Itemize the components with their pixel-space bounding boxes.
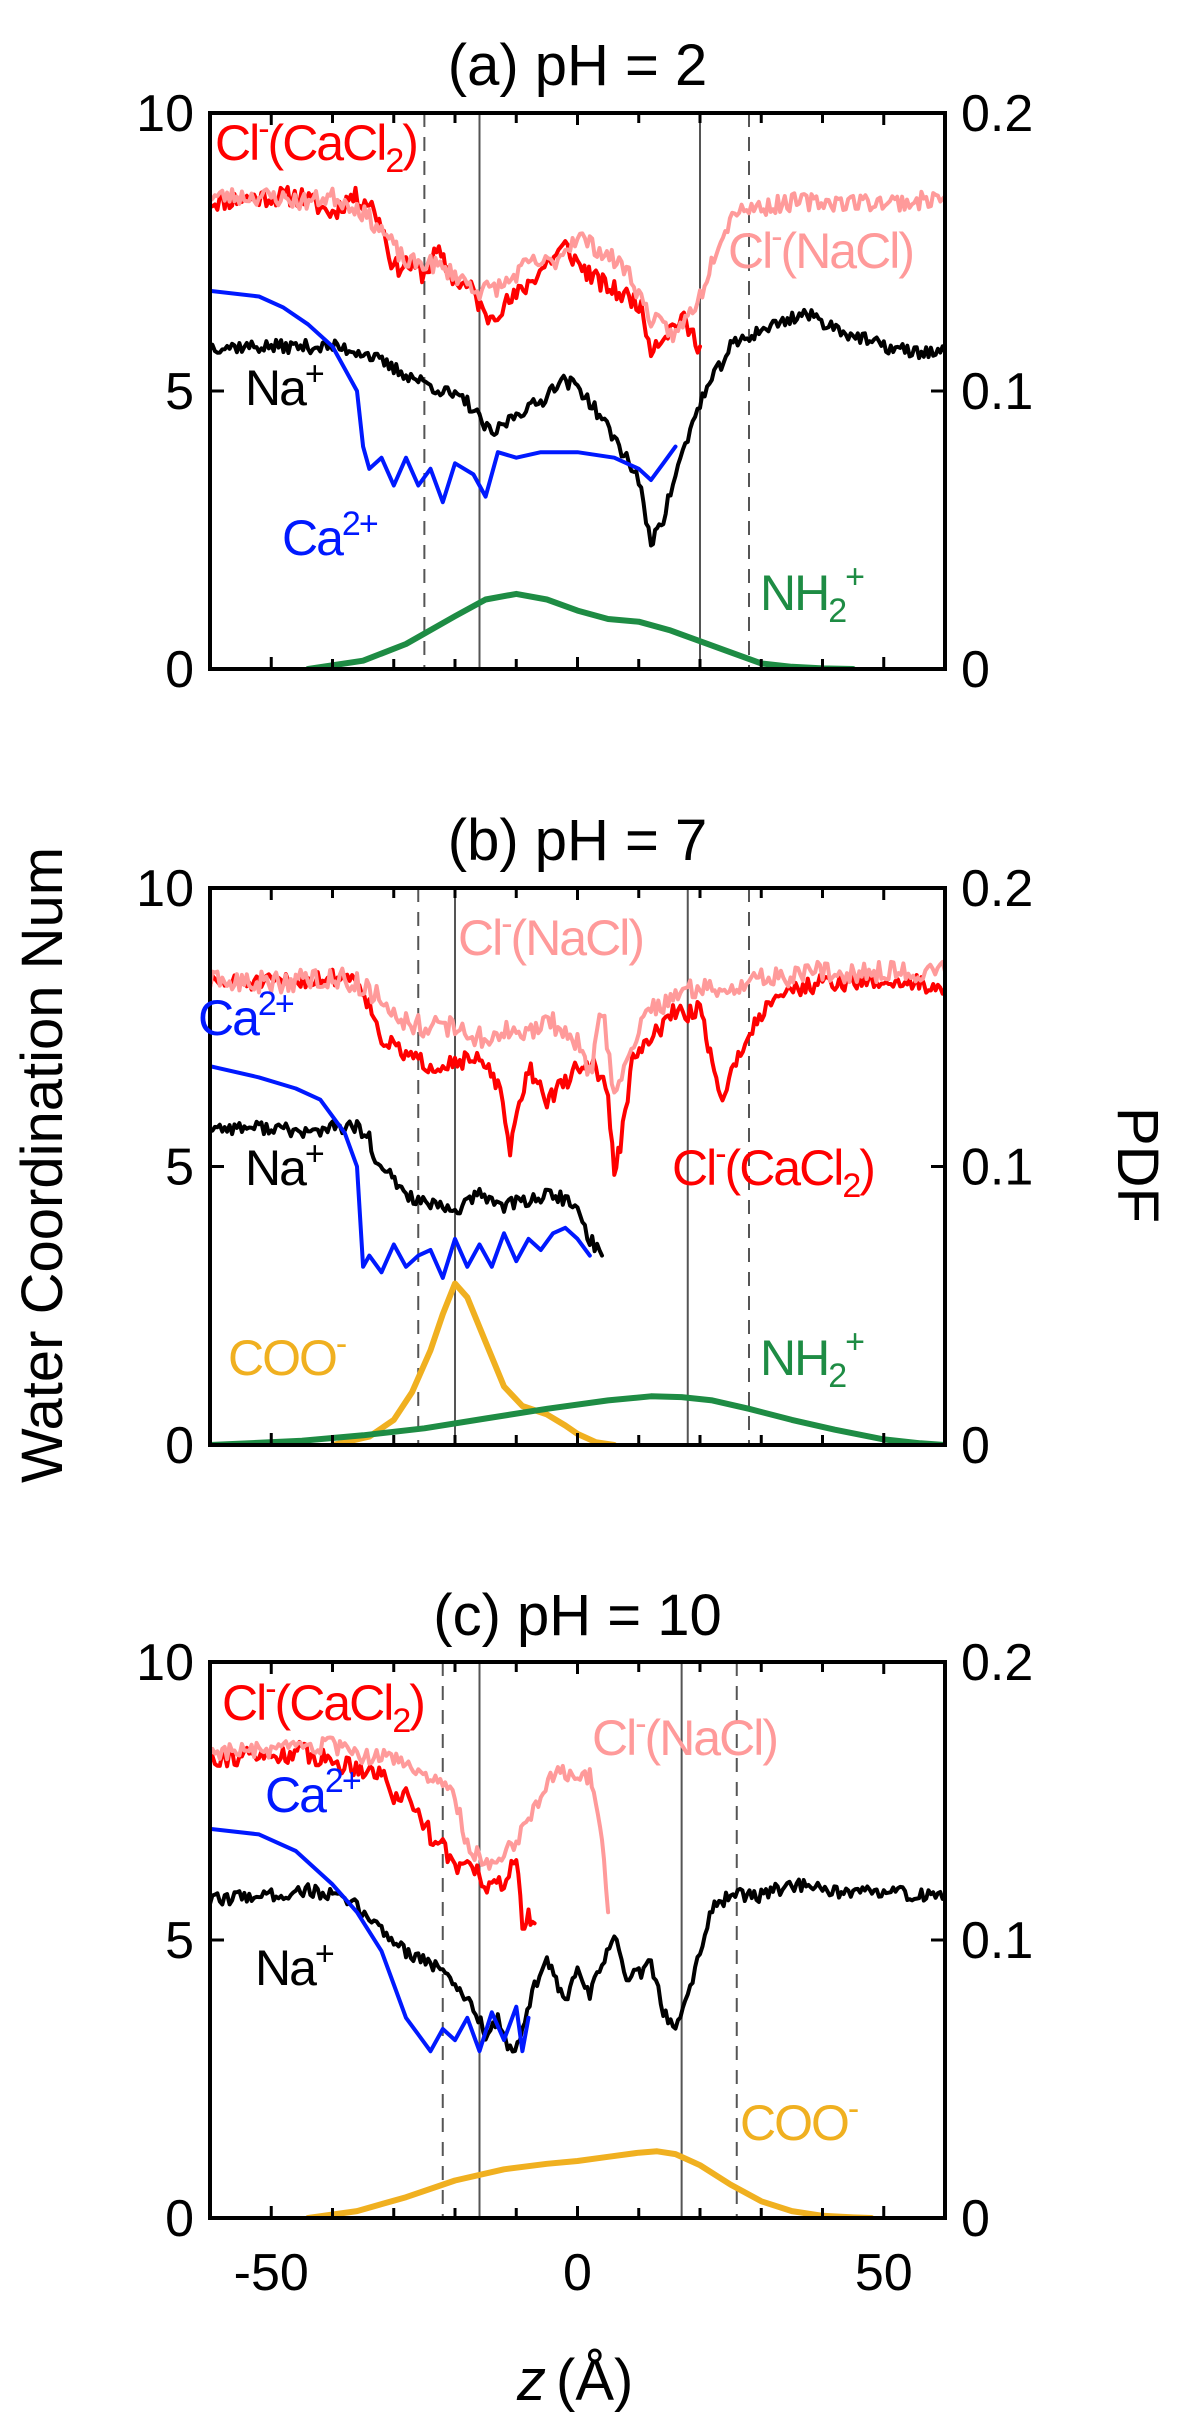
panel-title: (c) pH = 10 [433,1583,722,1648]
y-tick-label-right: 0.1 [961,1139,1033,1197]
y-tick-label-left: 0 [165,2190,194,2248]
series-label-nh2: NH2+ [760,1323,864,1395]
x-axis-label-var: z [516,2348,546,2413]
series-label-ca: Ca2+ [265,1762,361,1823]
panel-title: (a) pH = 2 [448,33,708,98]
y-tick-label-left: 10 [136,860,194,918]
series-label-na: Na+ [245,355,324,416]
y-tick-label-left: 5 [165,1912,194,1970]
y-tick-label-right: 0.2 [961,85,1033,143]
series-label-ca: Ca2+ [282,505,378,566]
series-line-coo [305,2148,875,2218]
series-line-na [210,1119,604,1258]
y-axis-label-left: Water Coordination Num [10,847,75,1483]
series-label-ca: Ca2+ [198,985,294,1046]
y-tick-label-right: 0.2 [961,1634,1033,1692]
y-tick-label-right: 0 [961,641,990,699]
series-line-coo [329,1280,618,1445]
y-tick-label-right: 0.1 [961,363,1033,421]
y-tick-label-right: 0 [961,1417,990,1475]
series-line-ca [210,1064,592,1280]
y-tick-label-left: 0 [165,1417,194,1475]
series-label-na: Na+ [245,1135,324,1196]
series-label-coo: COO- [228,1325,346,1386]
y-tick-label-left: 0 [165,641,194,699]
x-axis-label-unit: (Å) [556,2348,633,2413]
series-label-cl-nacl: Cl-(NaCl) [728,218,913,279]
plot-area [210,1662,945,2218]
x-tick-label: -50 [234,2244,309,2302]
series-label-cl-nacl: Cl-(NaCl) [458,905,643,966]
series-line-ca [210,288,678,505]
series-label-cl-cacl2: Cl-(CaCl2) [672,1135,874,1205]
y-tick-label-left: 10 [136,85,194,143]
series-line-cl-cacl2 [210,1739,537,1931]
series-line-cl-nacl [210,959,945,1095]
plot-area [210,888,945,1445]
series-line-cl-nacl [210,1735,611,1915]
series-line-ca [210,1826,531,2054]
plot-area [210,113,945,669]
series-label-na: Na+ [255,1935,334,1996]
series-label-coo: COO- [740,2090,858,2151]
series-line-na [210,307,945,548]
y-tick-label-left: 5 [165,1139,194,1197]
y-tick-label-left: 5 [165,363,194,421]
x-tick-label: 50 [855,2244,913,2302]
chart-panel-1: (a) pH = 2 0 0 5 0.1 10 0.2 Cl-(CaCl2) Cl-(NaCl)… [136,33,1033,699]
series-label-cl-cacl2: Cl-(CaCl2) [222,1670,424,1740]
series-line-nh2 [305,590,857,669]
y-tick-label-right: 0 [961,2190,990,2248]
x-tick-label: 0 [563,2244,592,2302]
y-tick-label-right: 0.2 [961,860,1033,918]
panel-title: (b) pH = 7 [448,808,708,873]
series-line-cl-nacl [210,186,945,344]
series-label-nh2: NH2+ [760,558,864,630]
y-tick-label-left: 10 [136,1634,194,1692]
series-label-cl-nacl: Cl-(NaCl) [592,1705,777,1766]
y-tick-label-right: 0.1 [961,1912,1033,1970]
series-line-nh2 [210,1393,945,1445]
series-line-na [210,1877,945,2054]
x-axis-label: z (Å) [516,2348,633,2413]
chart-panel-3: (c) pH = 10 -50 0 50 0 0 5 0.1 10 0.2 Cl-(CaCl2) Cl… [136,1583,1033,2302]
series-label-cl-cacl2: Cl-(CaCl2) [215,110,417,180]
y-axis-label-right: PDF [1105,1107,1170,1223]
chart-panel-2: (b) pH = 7 0 0 5 0.1 10 0.2 Cl-(NaCl) Ca2+ Na+ Cl-… [136,808,1033,1475]
